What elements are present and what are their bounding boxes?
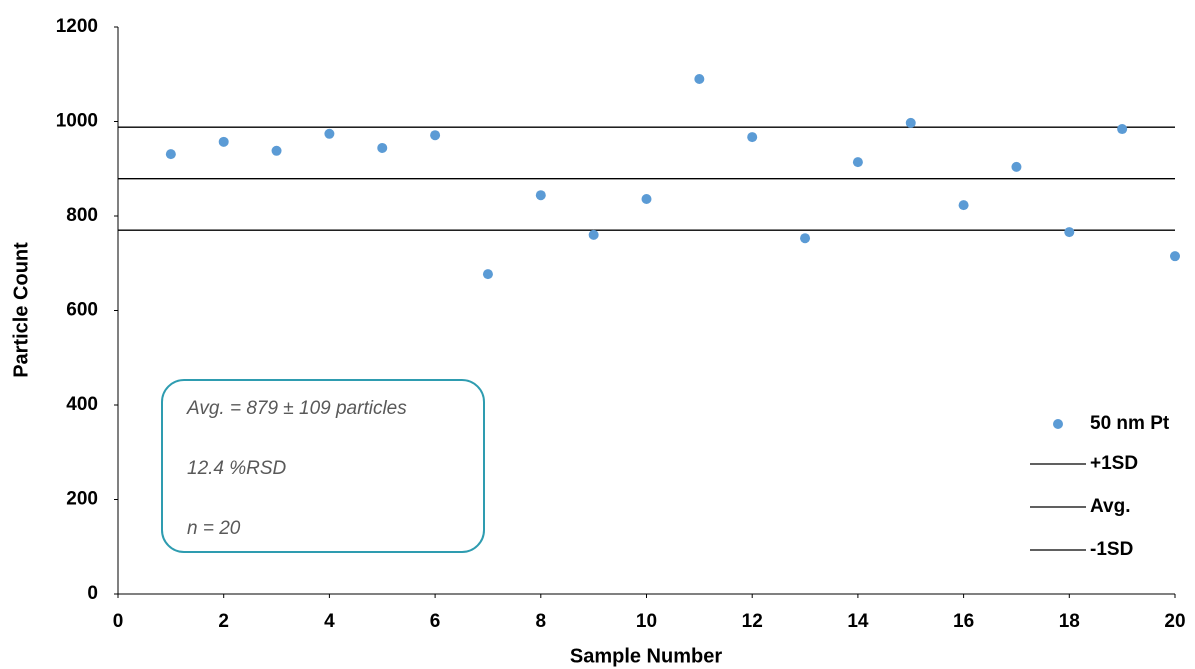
data-point <box>377 142 388 153</box>
data-point <box>747 132 758 143</box>
legend-label: -1SD <box>1090 539 1133 560</box>
data-point <box>641 193 652 204</box>
annotation: Avg. = 879 ± 109 particles <box>186 398 407 419</box>
x-tick-label: 16 <box>953 611 974 632</box>
y-tick-label: 0 <box>87 583 98 604</box>
x-tick-label: 6 <box>430 611 441 632</box>
data-point <box>165 149 176 160</box>
data-point <box>430 130 441 141</box>
data-point <box>852 157 863 168</box>
data-point <box>958 200 969 211</box>
data-point <box>588 229 599 240</box>
data-point <box>1011 161 1022 172</box>
legend-label: +1SD <box>1090 453 1138 474</box>
legend-label: Avg. <box>1090 496 1130 517</box>
y-tick-label: 1000 <box>56 111 98 132</box>
annotation: 12.4 %RSD <box>187 458 287 479</box>
x-tick-label: 20 <box>1164 611 1185 632</box>
x-tick-label: 4 <box>324 611 335 632</box>
data-point <box>1117 124 1128 135</box>
y-tick-label: 600 <box>66 300 98 321</box>
x-tick-label: 2 <box>218 611 229 632</box>
annotation-box <box>161 379 485 553</box>
data-point <box>324 128 335 139</box>
x-tick-label: 12 <box>742 611 763 632</box>
data-point <box>482 269 493 280</box>
x-axis-title: Sample Number <box>570 645 722 667</box>
data-point <box>271 145 282 156</box>
data-point <box>1170 251 1180 262</box>
y-axis-title: Particle Count <box>10 242 32 378</box>
legend-marker <box>1053 419 1063 429</box>
x-tick-label: 10 <box>636 611 657 632</box>
x-tick-label: 18 <box>1059 611 1080 632</box>
y-tick-label: 400 <box>66 394 98 415</box>
y-tick-label: 1200 <box>56 16 98 37</box>
data-point <box>1064 227 1075 238</box>
data-point <box>218 136 229 147</box>
x-tick-label: 0 <box>113 611 124 632</box>
data-point <box>694 73 705 84</box>
data-point <box>535 190 546 201</box>
x-tick-label: 8 <box>536 611 547 632</box>
x-tick-label: 14 <box>847 611 869 632</box>
data-point <box>905 117 916 128</box>
y-tick-label: 200 <box>66 489 98 510</box>
y-tick-label: 800 <box>66 205 98 226</box>
annotation: n = 20 <box>187 518 241 539</box>
data-point <box>800 233 811 244</box>
legend-label: 50 nm Pt <box>1090 413 1170 434</box>
